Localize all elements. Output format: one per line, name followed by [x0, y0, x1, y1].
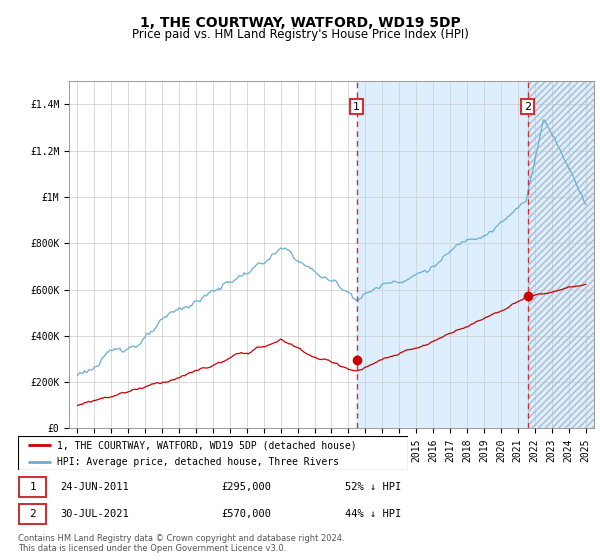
FancyBboxPatch shape: [19, 477, 46, 497]
Text: 1, THE COURTWAY, WATFORD, WD19 5DP: 1, THE COURTWAY, WATFORD, WD19 5DP: [140, 16, 460, 30]
Text: £570,000: £570,000: [221, 509, 271, 519]
Text: 1: 1: [353, 102, 360, 111]
Bar: [527, 81, 600, 428]
Text: Contains HM Land Registry data © Crown copyright and database right 2024.
This d: Contains HM Land Registry data © Crown c…: [18, 534, 344, 553]
Text: 44% ↓ HPI: 44% ↓ HPI: [345, 509, 401, 519]
Text: 52% ↓ HPI: 52% ↓ HPI: [345, 482, 401, 492]
Text: 2: 2: [29, 509, 36, 519]
Bar: [527, 81, 600, 428]
Text: 30-JUL-2021: 30-JUL-2021: [60, 509, 129, 519]
Text: 24-JUN-2011: 24-JUN-2011: [60, 482, 129, 492]
Text: £295,000: £295,000: [221, 482, 271, 492]
Text: 1, THE COURTWAY, WATFORD, WD19 5DP (detached house): 1, THE COURTWAY, WATFORD, WD19 5DP (deta…: [57, 440, 356, 450]
Text: Price paid vs. HM Land Registry's House Price Index (HPI): Price paid vs. HM Land Registry's House …: [131, 28, 469, 41]
Bar: [356, 81, 527, 428]
Text: 2: 2: [524, 102, 531, 111]
Text: HPI: Average price, detached house, Three Rivers: HPI: Average price, detached house, Thre…: [57, 457, 339, 466]
Text: 1: 1: [29, 482, 36, 492]
FancyBboxPatch shape: [19, 504, 46, 524]
